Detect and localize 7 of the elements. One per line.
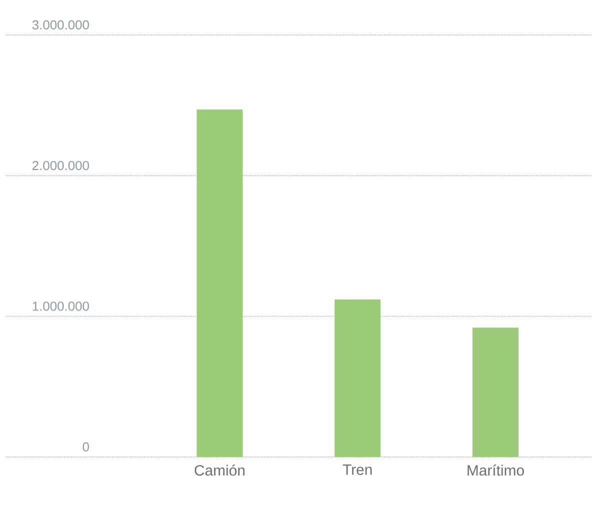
y-tick-label: 1.000.000 xyxy=(32,302,89,311)
x-tick-label: Camión xyxy=(194,464,244,476)
y-tick-label: 2.000.000 xyxy=(32,160,89,170)
x-tick-label: Tren xyxy=(342,464,372,475)
y-tick-label: 0 xyxy=(82,442,89,452)
x-tick-label: Marítimo xyxy=(468,464,524,476)
y-tick-label: 3.000.000 xyxy=(32,20,89,30)
